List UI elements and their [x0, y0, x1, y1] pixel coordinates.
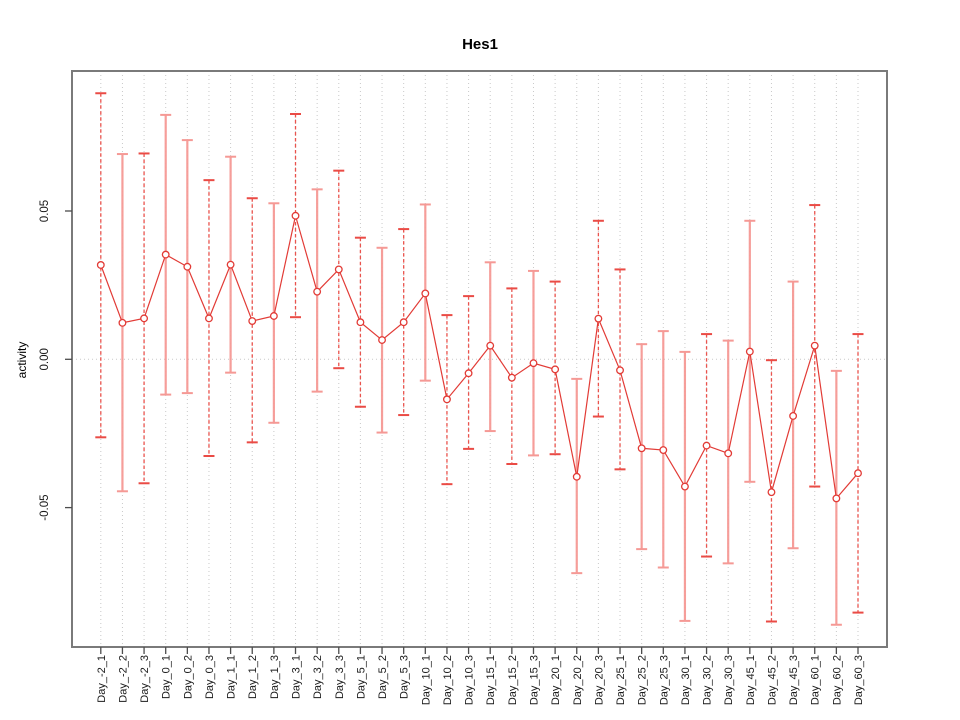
x-tick-label: Day_10_3 — [464, 655, 476, 705]
x-tick-label: Day_20_3 — [593, 655, 605, 705]
data-point — [616, 366, 624, 375]
x-tick-label: Day_3_2 — [312, 655, 324, 699]
x-tick-label: Day_15_3 — [528, 655, 540, 705]
data-point — [637, 444, 646, 453]
x-tick-label: Day_0_3 — [204, 655, 216, 699]
x-tick-label: Day_5_1 — [355, 655, 367, 699]
x-tick-label: Day_15_1 — [485, 655, 497, 705]
x-tick-label: Day_20_2 — [572, 655, 584, 705]
data-point — [702, 441, 711, 450]
data-point — [118, 318, 127, 327]
data-point — [442, 395, 451, 404]
x-tick-label: Day_3_1 — [291, 655, 303, 699]
data-point — [507, 373, 516, 382]
data-point — [659, 446, 668, 455]
x-tick-label: Day_5_2 — [377, 655, 389, 699]
x-tick-label: Day_45_1 — [745, 655, 757, 705]
data-point — [724, 449, 733, 458]
x-tick-label: Day_-2_2 — [117, 655, 129, 703]
x-tick-label: Day_15_2 — [507, 655, 519, 705]
data-point — [96, 261, 105, 269]
data-point — [767, 488, 776, 497]
x-tick-label: Day_1_3 — [269, 655, 281, 699]
data-point — [789, 411, 798, 420]
data-point — [854, 469, 862, 478]
data-point — [226, 260, 235, 269]
y-tick-label: 0.00 — [39, 348, 51, 370]
x-tick-label: Day_25_2 — [637, 655, 649, 705]
x-tick-label: Day_30_3 — [723, 655, 735, 705]
x-tick-label: Day_10_1 — [420, 655, 432, 705]
data-point — [378, 336, 386, 344]
data-point — [421, 289, 430, 298]
data-point — [680, 482, 689, 491]
y-tick-label: -0.05 — [39, 494, 51, 520]
data-point — [313, 287, 322, 296]
data-point — [486, 341, 495, 350]
x-tick-label: Day_1_2 — [247, 655, 259, 699]
data-point — [399, 318, 408, 327]
x-tick-label: Day_60_3 — [853, 655, 865, 705]
x-tick-label: Day_45_2 — [766, 655, 778, 705]
data-point — [291, 211, 300, 220]
data-point — [745, 347, 754, 356]
x-tick-label: Day_60_1 — [810, 655, 822, 705]
data-point — [161, 250, 170, 259]
x-tick-label: Day_25_3 — [658, 655, 670, 705]
data-point — [551, 365, 560, 374]
series-line — [100, 215, 859, 500]
data-point — [529, 359, 538, 368]
x-tick-label: Day_3_3 — [334, 655, 346, 699]
x-tick-label: Day_25_1 — [615, 655, 627, 705]
x-tick-label: Day_30_2 — [702, 655, 714, 705]
y-tick-label: 0.05 — [39, 200, 51, 222]
x-tick-label: Day_-2_3 — [139, 655, 151, 703]
data-point — [205, 314, 213, 323]
x-tick-label: Day_45_3 — [788, 655, 800, 705]
chart-title: Hes1 — [462, 36, 498, 53]
data-point — [810, 341, 819, 350]
x-tick-label: Day_0_2 — [182, 655, 194, 699]
data-point — [832, 494, 841, 503]
x-tick-label: Day_10_2 — [442, 655, 454, 705]
data-point — [594, 314, 603, 323]
data-point — [356, 318, 365, 327]
x-tick-label: Day_20_1 — [550, 655, 562, 705]
data-point — [572, 472, 581, 481]
data-point — [140, 314, 149, 323]
x-tick-label: Day_1_1 — [226, 655, 238, 699]
data-point — [183, 262, 192, 271]
data-point — [334, 265, 343, 274]
x-tick-label: Day_5_3 — [399, 655, 411, 699]
x-tick-label: Day_60_2 — [831, 655, 843, 705]
x-tick-label: Day_-2_1 — [96, 655, 108, 703]
x-tick-label: Day_30_1 — [680, 655, 692, 705]
data-point — [269, 312, 278, 320]
x-tick-label: Day_0_1 — [161, 655, 173, 699]
data-point — [248, 317, 257, 325]
data-point — [464, 369, 473, 378]
